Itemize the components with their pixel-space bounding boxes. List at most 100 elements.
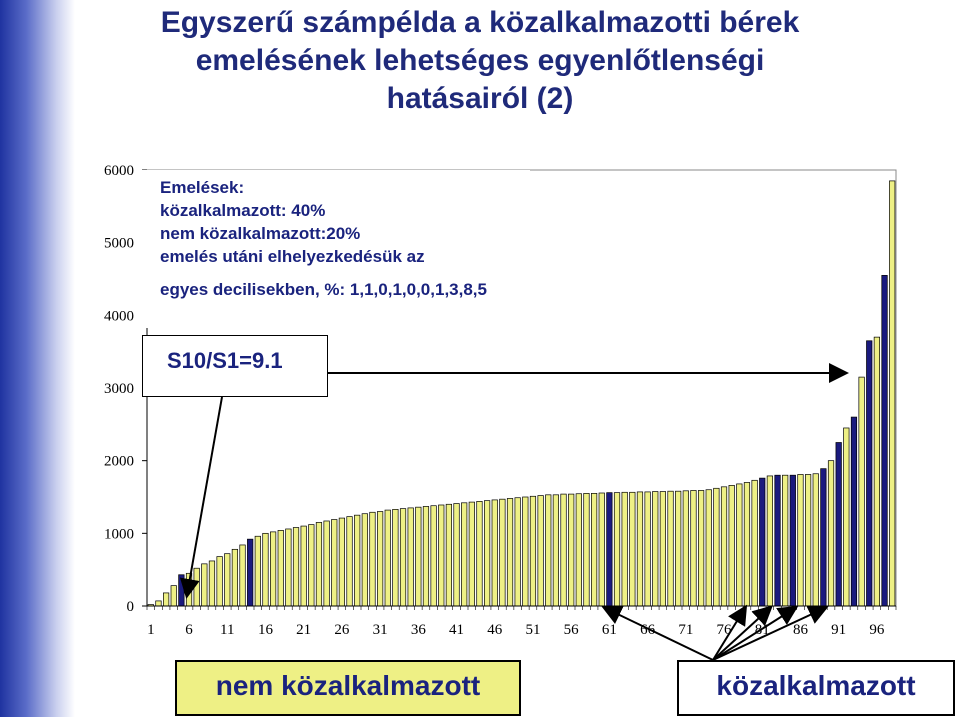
slide-title: Egyszerű számpélda a közalkalmazotti bér…	[100, 4, 860, 118]
bar	[346, 516, 353, 607]
bar	[499, 498, 506, 607]
bar	[866, 340, 873, 607]
bar	[652, 491, 659, 607]
y-tick-label: 5000	[104, 236, 134, 252]
bar	[430, 505, 437, 607]
bar	[835, 442, 842, 607]
bar	[583, 493, 590, 607]
non-public-label: nem közalkalmazott	[175, 660, 521, 716]
bar	[170, 585, 177, 607]
bar	[728, 485, 735, 607]
bar	[881, 275, 888, 607]
bar	[415, 506, 422, 607]
bar	[422, 506, 430, 607]
title-line-3: hatásairól (2)	[386, 82, 574, 115]
bar	[858, 376, 865, 607]
bar	[720, 486, 728, 607]
annotation-line-2: közalkalmazott: 40%	[160, 201, 326, 220]
bar	[277, 530, 284, 607]
x-tick-label: 31	[373, 622, 388, 638]
bar	[354, 514, 361, 607]
bar	[292, 527, 300, 607]
bar	[155, 600, 162, 607]
x-tick-label: 56	[564, 622, 580, 638]
bar	[690, 490, 697, 607]
bar	[315, 522, 323, 607]
x-tick-label: 36	[411, 622, 427, 638]
bar	[163, 592, 170, 607]
bar	[766, 475, 773, 607]
bar	[613, 492, 621, 607]
bar	[606, 492, 613, 607]
bar	[636, 491, 644, 607]
bar	[231, 548, 238, 607]
bar	[338, 517, 345, 607]
bar	[560, 493, 567, 607]
public-arrow-2	[712, 604, 748, 661]
annotation-arrows	[179, 363, 849, 661]
public-arrow-4	[712, 605, 799, 661]
bar	[308, 524, 315, 607]
bar	[782, 474, 789, 607]
bar	[384, 509, 391, 607]
bar	[629, 491, 636, 607]
x-tick-label: 71	[678, 622, 693, 638]
bar	[789, 474, 796, 607]
bar	[178, 574, 185, 607]
bar	[270, 531, 277, 607]
y-tick-label: 1000	[104, 526, 134, 542]
bar	[698, 490, 705, 607]
bar	[331, 519, 338, 607]
bar	[361, 513, 368, 607]
bar	[369, 511, 376, 607]
bar	[575, 493, 582, 607]
bar	[889, 180, 896, 607]
bar	[476, 501, 483, 607]
annotation-line-4: emelés utáni elhelyezkedésük az	[160, 247, 425, 266]
public-arrow-5	[712, 605, 829, 661]
title-line-2: emelésének lehetséges egyenlőtlenségi	[195, 44, 765, 77]
bar	[545, 494, 552, 607]
bar	[445, 503, 452, 607]
bar	[468, 501, 475, 607]
bar	[438, 504, 445, 607]
bar	[736, 483, 743, 607]
x-tick-label: 21	[296, 622, 311, 638]
bar	[667, 490, 674, 607]
bar	[568, 493, 575, 607]
bar	[300, 525, 307, 607]
x-tick-label: 41	[449, 622, 464, 638]
bar	[591, 493, 598, 607]
bar	[713, 487, 720, 607]
bar	[224, 553, 231, 607]
bar	[506, 498, 514, 607]
x-tick-label: 76	[717, 622, 733, 638]
bar	[453, 503, 460, 607]
bar	[675, 490, 682, 607]
x-tick-label: 46	[487, 622, 503, 638]
public-arrow-3	[712, 605, 773, 661]
side-gradient-decoration	[0, 0, 75, 717]
bar	[208, 560, 216, 607]
annotation-line-1: Emelések:	[160, 178, 245, 197]
bar	[262, 532, 269, 607]
x-tick-label: 1	[147, 622, 155, 638]
annotation-box: Emelések: közalkalmazott: 40% nem közalk…	[142, 170, 530, 328]
x-axis: 1 6 11 16 21 26 31 36 41 46 51 56 61 66 71 76 81 86 91 96	[146, 605, 897, 638]
bar	[247, 538, 254, 607]
bar	[399, 508, 407, 607]
bar	[285, 528, 292, 607]
bar	[407, 507, 414, 607]
x-tick-label: 96	[869, 622, 885, 638]
x-tick-label: 26	[334, 622, 350, 638]
bar	[682, 490, 689, 607]
bar	[193, 567, 200, 607]
y-tick-label: 4000	[104, 308, 134, 324]
annotation-line-3: nem közalkalmazott:20%	[160, 224, 361, 243]
ratio-box: S10/S1=9.1	[142, 335, 328, 397]
bar	[461, 502, 468, 607]
bar	[598, 492, 605, 607]
y-tick-label: 6000	[104, 163, 134, 179]
bar	[873, 336, 880, 607]
y-tick-label: 3000	[104, 381, 134, 397]
